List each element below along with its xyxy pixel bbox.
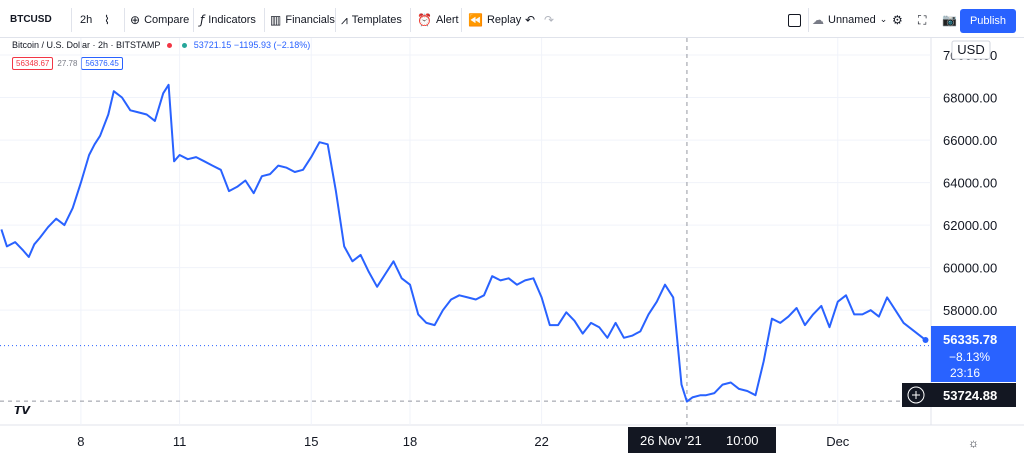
legend-change: −1195.93 (−2.18%)	[233, 40, 311, 50]
financials-button[interactable]: ▥ Financials	[270, 10, 335, 30]
price-series-line	[0, 83, 927, 403]
crosshair-date-label: 26 Nov '21	[640, 433, 702, 448]
financials-label: Financials	[285, 14, 335, 26]
bar-countdown-label: 23:16	[950, 366, 980, 380]
chart-style-button[interactable]: ⌇	[104, 10, 110, 30]
symbol-label: BTCUSD	[10, 14, 52, 25]
grid	[0, 38, 931, 425]
settings-button[interactable]: ⚙	[892, 10, 903, 30]
price-tick-label: 66000.00	[943, 133, 997, 148]
toolbar-divider	[410, 8, 411, 32]
interval-label: 2h	[80, 14, 93, 26]
last-change-label: −8.13%	[949, 350, 990, 364]
chart-legend: Bitcoin / U.S. Dollar · 2h · BITSTAMP 53…	[12, 40, 310, 50]
time-axis-ticks: 8 11 15 18 22 Dec	[77, 434, 850, 449]
currency-label: USD	[957, 42, 984, 57]
tradingview-logo[interactable]: 𝙏𝙑	[14, 405, 31, 417]
legend-title: Bitcoin / U.S. Dollar · 2h · BITSTAMP	[12, 40, 161, 50]
price-tick-label: 64000.00	[943, 176, 997, 191]
price-axis-ticks: 58000.00 60000.00 62000.00 64000.00 66000.00…	[943, 48, 997, 318]
add-alert-plus-icon[interactable]	[907, 386, 925, 404]
indicators-label: Indicators	[208, 14, 256, 26]
crosshair-time-badge	[628, 427, 776, 453]
crosshair-price-label: 53724.88	[943, 388, 997, 403]
interval-button[interactable]: 2h	[80, 10, 92, 30]
camera-icon: 📷	[942, 13, 957, 27]
spread-value: 27.78	[57, 59, 78, 68]
currency-badge[interactable]	[951, 40, 991, 60]
toolbar-divider	[335, 8, 336, 32]
fullscreen-button[interactable]: ⛶	[918, 10, 926, 30]
redo-icon: ↷	[544, 13, 555, 27]
toolbar-divider	[71, 8, 72, 32]
chevron-down-icon: ⌄	[879, 15, 888, 25]
time-tick-label: 22	[534, 434, 548, 449]
toolbar-divider	[124, 8, 125, 32]
last-price-label: 56335.78	[943, 332, 997, 347]
top-toolbar: BTCUSD 2h ⌇ ⊕ Compare ƒ Indicators ▥ Financ…	[0, 0, 1024, 38]
replay-button[interactable]: ⏪ Replay	[468, 10, 521, 30]
bid-ask-row: 56348.67 27.78 56376.45	[12, 57, 123, 70]
redo-button[interactable]: ↷	[544, 10, 554, 30]
layout-name-button[interactable]: ☁ Unnamed ⌄	[812, 10, 887, 30]
gear-icon: ☼	[968, 436, 979, 450]
toolbar-divider	[193, 8, 194, 32]
crosshair-time-label: 10:00	[726, 433, 759, 448]
alarm-clock-icon: ⏰	[417, 13, 432, 27]
layout-select-checkbox[interactable]	[788, 14, 801, 27]
last-point-marker	[922, 336, 929, 343]
time-tick-label: 18	[403, 434, 417, 449]
price-tick-label: 60000.00	[943, 261, 997, 276]
axis-settings-button[interactable]: ☼	[968, 436, 979, 450]
toolbar-divider	[461, 8, 462, 32]
gear-icon: ⚙	[892, 13, 903, 27]
legend-last-price: 53721.15	[193, 40, 232, 50]
price-tick-label: 62000.00	[943, 218, 997, 233]
compare-label: Compare	[144, 14, 190, 26]
crosshair-price-badge	[902, 383, 1016, 407]
market-status-green-dot	[182, 43, 188, 49]
time-tick-label: 11	[173, 434, 187, 449]
function-icon: ƒ	[200, 13, 205, 27]
symbol-search-button[interactable]: BTCUSD	[10, 10, 52, 30]
time-tick-label: 15	[304, 434, 318, 449]
bar-chart-icon: ▥	[270, 13, 282, 27]
replay-label: Replay	[486, 14, 522, 26]
fullscreen-icon: ⛶	[918, 13, 927, 27]
templates-label: Templates	[351, 14, 402, 26]
templates-button[interactable]: ⩘ Templates	[341, 10, 402, 30]
toolbar-divider	[808, 8, 809, 32]
undo-button[interactable]: ↶	[525, 10, 535, 30]
plus-circle-icon: ⊕	[130, 13, 141, 27]
layout-name-label: Unnamed	[828, 14, 876, 26]
price-tick-label: 58000.00	[943, 303, 997, 318]
rewind-icon: ⏪	[468, 13, 483, 27]
indicators-button[interactable]: ƒ Indicators	[200, 10, 256, 30]
cloud-icon: ☁	[812, 13, 824, 27]
snapshot-button[interactable]: 📷	[942, 10, 957, 30]
templates-icon: ⩘	[341, 13, 348, 27]
alert-label: Alert	[435, 14, 459, 26]
price-tick-label: 68000.00	[943, 91, 997, 106]
time-tick-label: Dec	[826, 434, 850, 449]
compare-button[interactable]: ⊕ Compare	[130, 10, 189, 30]
last-price-badge	[931, 326, 1016, 382]
alert-button[interactable]: ⏰ Alert	[417, 10, 459, 30]
ask-price[interactable]: 56376.45	[81, 57, 123, 70]
toolbar-divider	[264, 8, 265, 32]
undo-icon: ↶	[525, 13, 536, 27]
publish-button[interactable]: Publish	[960, 9, 1016, 33]
bid-price[interactable]: 56348.67	[12, 57, 54, 70]
market-status-red-dot	[166, 43, 172, 49]
time-tick-label: 8	[77, 434, 84, 449]
line-chart-icon: ⌇	[104, 13, 110, 27]
